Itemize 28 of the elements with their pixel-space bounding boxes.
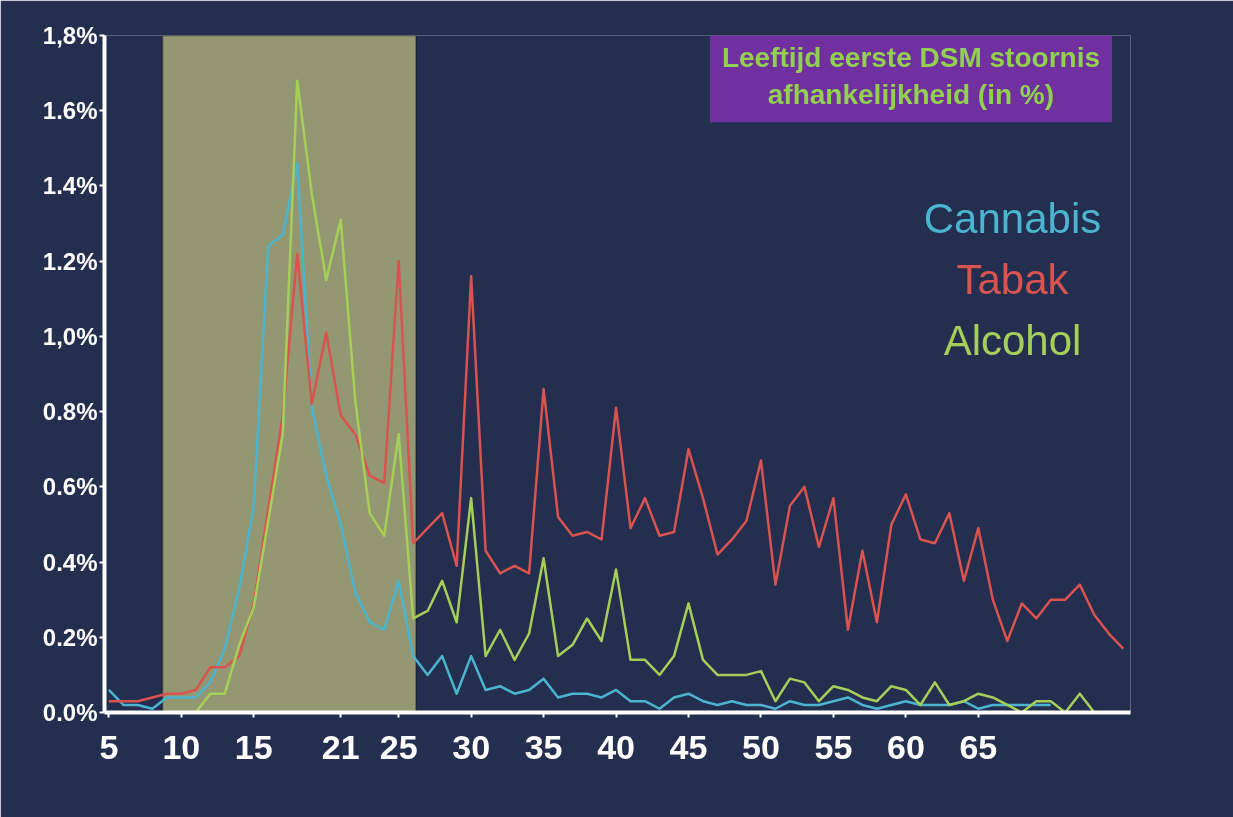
y-tick-label: 1.2% — [42, 247, 98, 275]
x-tick-label: 35 — [524, 727, 563, 766]
x-tick-label: 65 — [959, 727, 998, 766]
y-tick-label: 0.6% — [42, 473, 98, 501]
x-tick-label: 10 — [162, 727, 201, 766]
x-tick-label: 45 — [669, 727, 708, 766]
x-tick-label: 21 — [321, 727, 360, 766]
y-tick-label: 1.6% — [42, 97, 98, 125]
line-series — [107, 252, 1125, 703]
x-tick-label: 15 — [234, 727, 273, 766]
x-tick-label: 5 — [99, 727, 119, 766]
y-tick-label: 0.2% — [42, 623, 98, 651]
x-tick-label: 60 — [886, 727, 925, 766]
x-tick-label: 50 — [742, 727, 780, 766]
text: Leeftijd eerste DSM stoornis afhankelijkheid (in %) — [721, 42, 1100, 111]
x-tick-label: 55 — [814, 727, 853, 766]
y-tick-label: 1,8% — [42, 22, 98, 49]
text: Alcohol — [943, 316, 1082, 364]
y-tick-label: 0.8% — [42, 398, 98, 426]
x-tick-label: 40 — [597, 727, 635, 766]
y-tick-label: 0.0% — [42, 699, 98, 726]
y-tick-label: 1.4% — [42, 172, 98, 200]
text: Tabak — [956, 255, 1070, 303]
text: Cannabis — [923, 194, 1102, 242]
x-tick-label: 30 — [452, 727, 491, 766]
y-tick-label: 0.4% — [42, 548, 98, 576]
y-tick-label: 1,0% — [42, 322, 98, 350]
x-tick-label: 25 — [379, 727, 418, 766]
